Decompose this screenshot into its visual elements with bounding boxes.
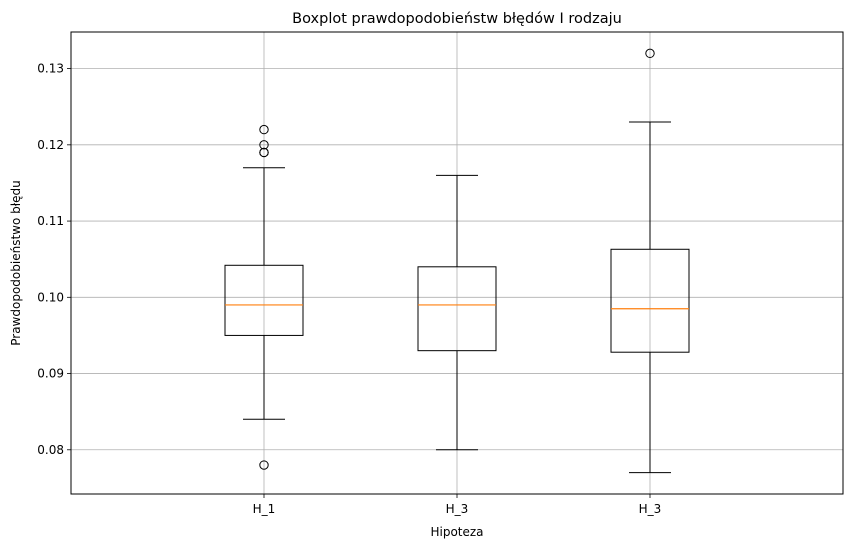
y-tick-label: 0.12 (37, 138, 64, 152)
ticks-group: 0.08 0.09 0.10 0.11 0.12 0.13 H_1 H_3 H_3 (37, 62, 661, 516)
chart-title: Boxplot prawdopodobieństw błędów I rodza… (292, 11, 622, 27)
y-axis-label: Prawdopodobieństwo błędu (9, 180, 23, 346)
y-tick-label: 0.09 (37, 367, 64, 381)
outlier-point (259, 460, 269, 470)
y-tick-label: 0.08 (37, 443, 64, 457)
outlier-point (259, 124, 269, 135)
x-tick-label: H_3 (446, 502, 469, 516)
iqr-box (417, 266, 497, 352)
x-tick-label: H_3 (639, 502, 662, 516)
boxes-group (224, 48, 690, 474)
iqr-box (224, 264, 304, 336)
box-2 (417, 174, 497, 451)
y-tick-label: 0.13 (37, 62, 64, 76)
y-tick-label: 0.11 (37, 214, 64, 228)
iqr-box (610, 248, 690, 353)
box-1 (224, 124, 304, 470)
x-tick-label: H_1 (253, 502, 276, 516)
outlier-point (259, 140, 269, 150)
box-3 (610, 48, 690, 474)
grid-lines (71, 32, 843, 494)
outlier-point (645, 48, 655, 59)
plot-frame (70, 31, 844, 495)
y-tick-label: 0.10 (37, 290, 64, 304)
x-axis-label: Hipoteza (430, 525, 483, 539)
outlier-point (259, 147, 269, 158)
